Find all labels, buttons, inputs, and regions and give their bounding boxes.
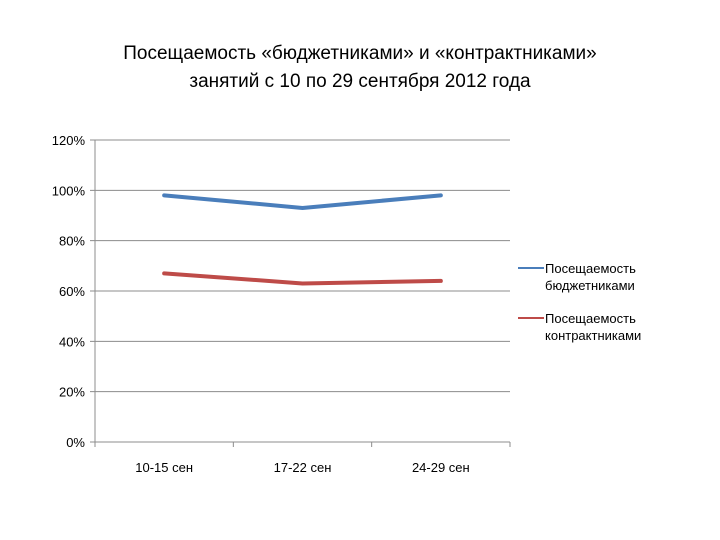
x-tick-label: 17-22 сен (274, 460, 332, 475)
series-line-1 (162, 193, 443, 210)
y-tick-label: 40% (59, 334, 85, 349)
y-tick-label: 80% (59, 234, 85, 249)
legend-label-1-line-1: Посещаемость (545, 261, 636, 276)
y-tick-label: 100% (52, 183, 86, 198)
series-line-2 (162, 271, 443, 286)
legend-label-2-line-1: Посещаемость (545, 311, 636, 326)
legend-label-1-line-2: бюджетниками (545, 278, 635, 293)
x-tick-label: 24-29 сен (412, 460, 470, 475)
x-tick-label: 10-15 сен (135, 460, 193, 475)
chart-title-line-2: занятий с 10 по 29 сентября 2012 года (189, 71, 531, 92)
chart-title-line-1: Посещаемость «бюджетниками» и «контрактн… (123, 43, 597, 64)
chart-title: Посещаемость «бюджетниками» и «контрактн… (0, 40, 720, 96)
y-tick-label: 60% (59, 284, 85, 299)
legend-label-2-line-2: контрактниками (545, 328, 641, 343)
y-tick-label: 120% (52, 133, 86, 148)
y-tick-label: 0% (66, 435, 85, 450)
y-tick-label: 20% (59, 385, 85, 400)
